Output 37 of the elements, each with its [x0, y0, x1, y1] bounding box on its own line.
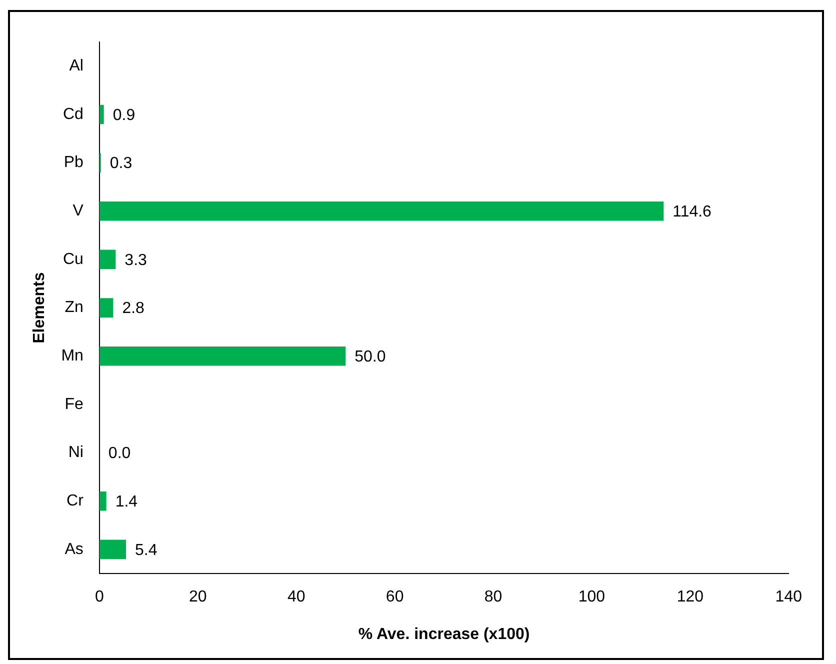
y-tick-label: V [72, 202, 84, 220]
y-tick-label: Al [69, 58, 84, 75]
data-label: 0.3 [110, 155, 132, 172]
y-tick-label: Ni [68, 444, 84, 462]
bar [99, 104, 104, 124]
y-tick-label: Pb [64, 154, 84, 172]
y-tick-label: Fe [64, 396, 84, 413]
data-label: 114.6 [672, 204, 712, 221]
y-tick-label: Cd [62, 106, 84, 123]
bar [99, 491, 106, 511]
x-tick-label: 60 [386, 588, 404, 606]
bar [99, 250, 116, 270]
data-label: 3.3 [124, 252, 148, 269]
x-tick-label: 120 [676, 588, 704, 606]
y-tick-label: Zn [64, 299, 84, 316]
x-tick-label: 100 [578, 588, 606, 606]
data-label: 1.4 [115, 494, 138, 511]
x-tick-label: 20 [188, 588, 207, 606]
data-label: 5.4 [135, 542, 158, 559]
bar [99, 298, 114, 318]
y-tick-label: Mn [61, 348, 84, 365]
bar [99, 540, 126, 560]
bar [99, 201, 664, 221]
data-label: 50.0 [354, 348, 386, 366]
y-tick-label: As [64, 540, 84, 558]
y-tick-label: Cu [62, 250, 84, 268]
y-tick-label: Cr [66, 492, 84, 510]
x-tick-label: 40 [287, 588, 306, 606]
y-axis-title: Elements [31, 272, 48, 344]
x-axis-title: % Ave. increase (x100) [358, 626, 530, 643]
data-label: 2.8 [122, 300, 145, 318]
x-tick-label: 80 [484, 588, 502, 606]
data-label: 0.9 [112, 106, 136, 124]
x-tick-label: 140 [775, 588, 802, 606]
bar [99, 346, 346, 366]
x-tick-label: 0 [94, 588, 104, 606]
data-label: 0.0 [108, 445, 131, 462]
